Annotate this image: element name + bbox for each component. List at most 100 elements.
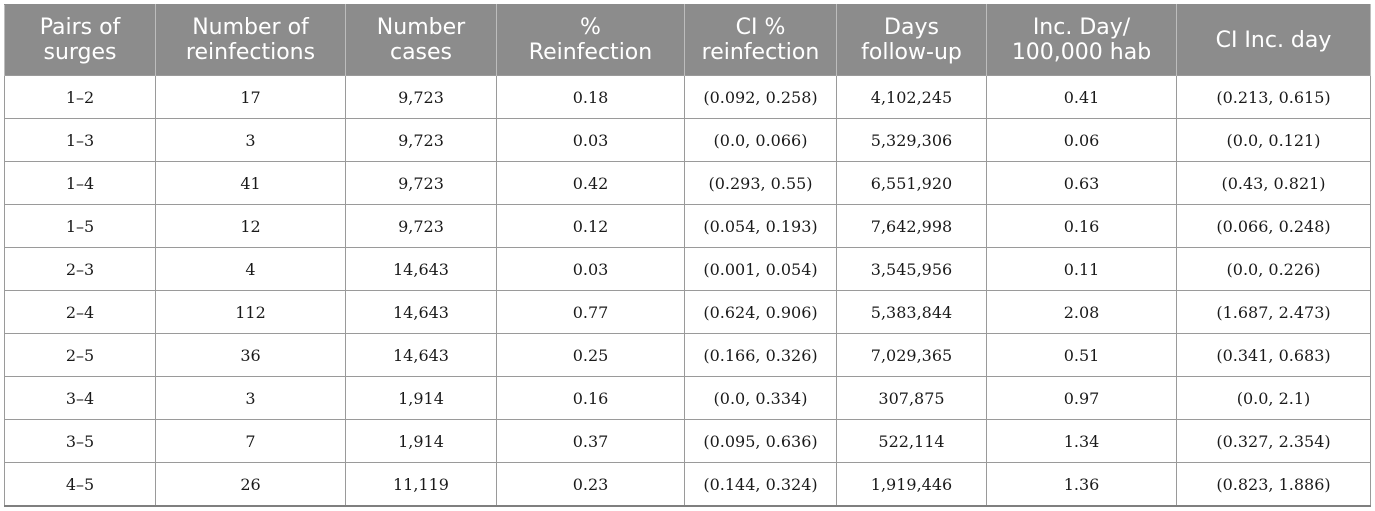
table-row: 3–5 7 1,914 0.37 (0.095, 0.636) 522,114 … [4,419,1371,463]
table-cell: (0.095, 0.636) [684,419,837,463]
table-cell: (0.0, 0.121) [1176,118,1371,162]
header-incidence-per-day: Inc. Day/ 100,000 hab [986,4,1177,76]
header-row: Pairs of surges Number of reinfections N… [4,4,1371,76]
table-cell: 2–4 [4,290,156,334]
header-pairs-of-surges: Pairs of surges [4,4,156,76]
table-cell: 3 [155,118,346,162]
table-cell: 1–5 [4,204,156,248]
table-cell: 11,119 [345,462,497,507]
reinfection-table-container: Pairs of surges Number of reinfections N… [4,4,1371,507]
table-cell: 7,642,998 [836,204,987,248]
table-cell: 0.23 [496,462,685,507]
table-cell: 2–5 [4,333,156,377]
table-cell: (0.0, 2.1) [1176,376,1371,420]
table-cell: 0.16 [986,204,1177,248]
table-cell: 3,545,956 [836,247,987,291]
table-row: 4–5 26 11,119 0.23 (0.144, 0.324) 1,919,… [4,462,1371,507]
table-cell: 6,551,920 [836,161,987,205]
table-cell: 9,723 [345,204,497,248]
table-cell: 307,875 [836,376,987,420]
table-cell: 17 [155,75,346,119]
table-cell: 1.34 [986,419,1177,463]
table-cell: 7 [155,419,346,463]
table-cell: 5,329,306 [836,118,987,162]
table-row: 1–3 3 9,723 0.03 (0.0, 0.066) 5,329,306 … [4,118,1371,162]
table-cell: 3–5 [4,419,156,463]
table-cell: 1–3 [4,118,156,162]
table-cell: 14,643 [345,333,497,377]
table-cell: 0.63 [986,161,1177,205]
table-cell: 0.18 [496,75,685,119]
table-cell: 1.36 [986,462,1177,507]
table-cell: (0.0, 0.334) [684,376,837,420]
table-cell: 1,914 [345,376,497,420]
table-cell: 0.16 [496,376,685,420]
header-number-cases: Number cases [345,4,497,76]
table-cell: 36 [155,333,346,377]
table-cell: (0.213, 0.615) [1176,75,1371,119]
table-cell: 1,914 [345,419,497,463]
table-cell: 0.03 [496,247,685,291]
table-cell: (0.001, 0.054) [684,247,837,291]
table-cell: 3–4 [4,376,156,420]
table-cell: 0.25 [496,333,685,377]
table-cell: (0.144, 0.324) [684,462,837,507]
table-cell: (0.624, 0.906) [684,290,837,334]
table-cell: 14,643 [345,247,497,291]
table-cell: (0.823, 1.886) [1176,462,1371,507]
table-cell: 9,723 [345,161,497,205]
reinfection-table: Pairs of surges Number of reinfections N… [4,4,1371,507]
table-cell: 14,643 [345,290,497,334]
table-cell: (0.0, 0.226) [1176,247,1371,291]
table-row: 2–4 112 14,643 0.77 (0.624, 0.906) 5,383… [4,290,1371,334]
table-cell: (0.092, 0.258) [684,75,837,119]
table-cell: 12 [155,204,346,248]
table-cell: 0.77 [496,290,685,334]
table-cell: 9,723 [345,118,497,162]
table-cell: 9,723 [345,75,497,119]
header-ci-percent-reinfection: CI % reinfection [684,4,837,76]
table-cell: (0.293, 0.55) [684,161,837,205]
table-cell: 0.12 [496,204,685,248]
table-cell: 1–4 [4,161,156,205]
table-cell: 0.51 [986,333,1177,377]
header-number-of-reinfections: Number of reinfections [155,4,346,76]
table-row: 1–4 41 9,723 0.42 (0.293, 0.55) 6,551,92… [4,161,1371,205]
table-row: 1–5 12 9,723 0.12 (0.054, 0.193) 7,642,9… [4,204,1371,248]
table-cell: 3 [155,376,346,420]
table-cell: 4–5 [4,462,156,507]
table-cell: (0.0, 0.066) [684,118,837,162]
table-row: 1–2 17 9,723 0.18 (0.092, 0.258) 4,102,2… [4,75,1371,119]
table-row: 2–3 4 14,643 0.03 (0.001, 0.054) 3,545,9… [4,247,1371,291]
table-cell: 522,114 [836,419,987,463]
table-cell: 4,102,245 [836,75,987,119]
header-days-follow-up: Days follow-up [836,4,987,76]
table-cell: 1–2 [4,75,156,119]
table-cell: 0.97 [986,376,1177,420]
header-ci-incidence-day: CI Inc. day [1176,4,1371,76]
table-cell: 41 [155,161,346,205]
table-cell: 4 [155,247,346,291]
table-cell: 0.37 [496,419,685,463]
table-cell: (0.066, 0.248) [1176,204,1371,248]
table-cell: 0.42 [496,161,685,205]
header-percent-reinfection: % Reinfection [496,4,685,76]
table-cell: (0.166, 0.326) [684,333,837,377]
table-row: 2–5 36 14,643 0.25 (0.166, 0.326) 7,029,… [4,333,1371,377]
table-cell: 2.08 [986,290,1177,334]
table-cell: 112 [155,290,346,334]
table-cell: 0.06 [986,118,1177,162]
table-cell: 5,383,844 [836,290,987,334]
table-cell: 2–3 [4,247,156,291]
table-cell: (0.327, 2.354) [1176,419,1371,463]
table-cell: (1.687, 2.473) [1176,290,1371,334]
table-cell: 0.11 [986,247,1177,291]
table-cell: (0.341, 0.683) [1176,333,1371,377]
table-cell: 0.03 [496,118,685,162]
table-cell: 26 [155,462,346,507]
table-cell: (0.43, 0.821) [1176,161,1371,205]
table-cell: 0.41 [986,75,1177,119]
table-cell: 1,919,446 [836,462,987,507]
table-cell: (0.054, 0.193) [684,204,837,248]
table-cell: 7,029,365 [836,333,987,377]
